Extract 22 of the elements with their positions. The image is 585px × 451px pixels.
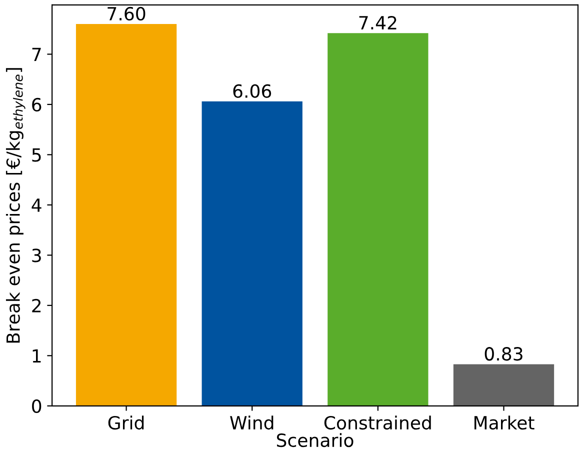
y-tick-label: 1 bbox=[32, 349, 41, 363]
y-tick-label: 6 bbox=[32, 98, 42, 112]
y-tick-label: 0 bbox=[32, 399, 42, 414]
y-axis-title: Break even prices [€/kg$_{ethylene}$] bbox=[6, 68, 26, 343]
x-tick-label: Constrained bbox=[324, 416, 431, 430]
data-label: 7.42 bbox=[359, 16, 396, 30]
data-label: 6.06 bbox=[233, 84, 272, 98]
y-tick-label: 7 bbox=[32, 48, 41, 62]
x-tick-label: Grid bbox=[108, 416, 144, 430]
y-tick-label: 5 bbox=[32, 148, 41, 162]
x-tick-label: Market bbox=[474, 416, 534, 430]
bar bbox=[76, 24, 177, 406]
x-tick-label: Wind bbox=[230, 416, 274, 430]
y-tick-label: 2 bbox=[32, 298, 41, 312]
bar bbox=[328, 33, 428, 406]
data-label: 7.60 bbox=[108, 6, 146, 21]
bar bbox=[453, 364, 554, 406]
y-tick-label: 3 bbox=[32, 248, 41, 262]
bar bbox=[202, 101, 302, 406]
data-label: 0.83 bbox=[484, 347, 522, 361]
y-tick-label: 4 bbox=[32, 198, 42, 212]
x-axis-title: Scenario bbox=[276, 433, 354, 448]
